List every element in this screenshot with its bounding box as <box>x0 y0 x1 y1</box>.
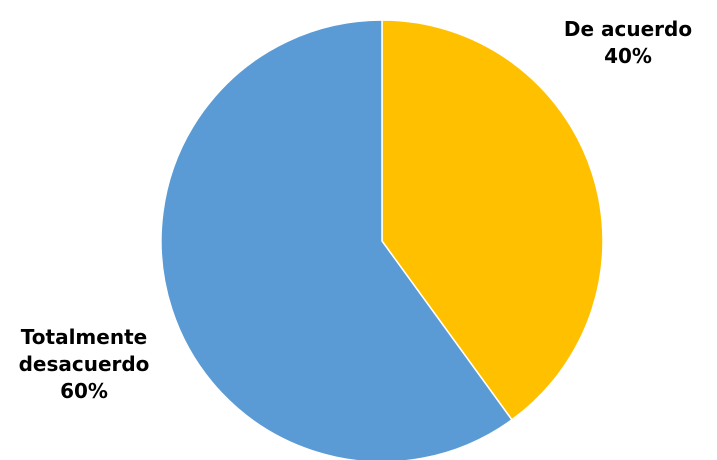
pie-slice-1 <box>381 19 604 421</box>
pie-labels: De acuerdo 40% Totalmente desacuerdo 60% <box>19 17 693 403</box>
slice-category-label: De acuerdo <box>564 17 692 41</box>
slice-label-2: Totalmente desacuerdo 60% <box>19 325 150 403</box>
pie-slices <box>160 19 604 460</box>
slice-category-label: desacuerdo <box>19 352 150 376</box>
slice-value-label: 40% <box>604 44 652 68</box>
pie-slice-2 <box>160 19 513 460</box>
slice-category-label: Totalmente <box>21 325 147 349</box>
slice-value-label: 60% <box>60 379 108 403</box>
slice-label-1: De acuerdo 40% <box>564 17 692 68</box>
